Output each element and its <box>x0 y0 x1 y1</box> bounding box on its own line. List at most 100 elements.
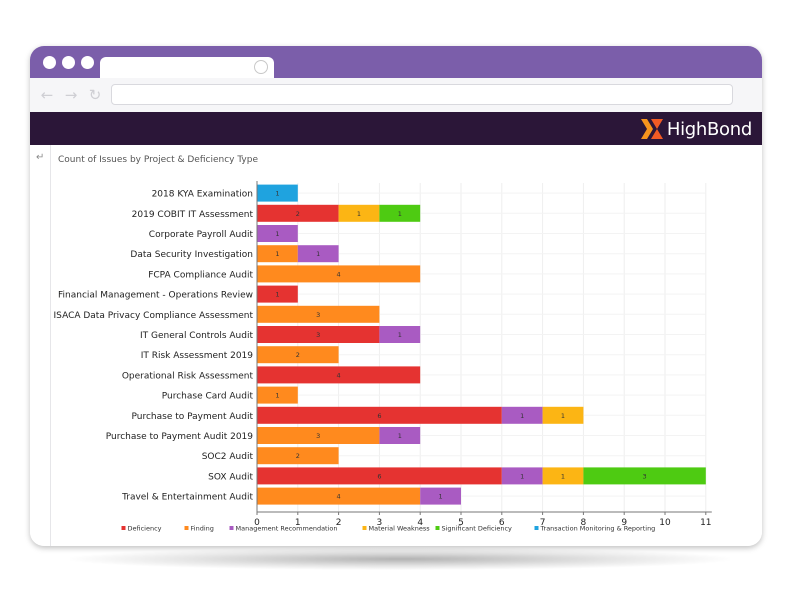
bar-data-label: 1 <box>520 472 524 480</box>
bar-segment[interactable] <box>583 467 706 485</box>
legend-label[interactable]: Material Weakness <box>369 525 431 533</box>
x-tick-label: 8 <box>581 518 587 528</box>
bar-data-label: 3 <box>316 331 320 339</box>
bar-segment[interactable] <box>501 467 543 485</box>
bar-data-label: 1 <box>398 331 402 339</box>
category-label: 2018 KYA Examination <box>152 190 253 200</box>
navigation-bar: ← → ↻ <box>30 78 762 113</box>
bar-data-label: 2 <box>296 351 300 359</box>
bar-data-label: 4 <box>337 493 341 501</box>
address-bar[interactable] <box>111 84 733 105</box>
bar-segment[interactable] <box>420 487 461 505</box>
bar-segment[interactable] <box>297 245 339 263</box>
legend-swatch <box>229 526 234 530</box>
bar-segment[interactable] <box>257 467 502 485</box>
window-close-dot[interactable] <box>43 56 56 69</box>
category-label: Purchase to Payment Audit <box>132 412 254 422</box>
legend-label[interactable]: Finding <box>191 525 214 533</box>
bar-segment[interactable] <box>257 225 298 242</box>
window-maximize-dot[interactable] <box>81 56 94 69</box>
browser-tab[interactable] <box>100 57 274 78</box>
bar-segment[interactable] <box>257 245 298 263</box>
bar-segment[interactable] <box>379 204 421 222</box>
bar-data-label: 1 <box>561 472 565 480</box>
bar-segment[interactable] <box>257 406 502 424</box>
browser-window: ← → ↻ HighBond ↵ Count of Issues by Proj… <box>30 46 762 546</box>
x-tick-label: 5 <box>458 518 464 528</box>
bar-data-label: 1 <box>275 392 279 400</box>
bar-segment[interactable] <box>379 326 421 343</box>
legend-swatch <box>121 526 126 530</box>
chart-axes: 2018 KYA Examination 2019 COBIT IT Assess… <box>54 181 712 528</box>
bar-data-label: 1 <box>520 412 524 420</box>
category-label: Corporate Payroll Audit <box>149 230 254 240</box>
category-label: SOX Audit <box>208 472 253 482</box>
category-label: FCPA Compliance Audit <box>148 270 253 280</box>
bar-segment[interactable] <box>257 366 421 384</box>
sidebar-expand-icon[interactable]: ↵ <box>36 152 45 163</box>
highbond-logo-icon <box>640 119 663 139</box>
bar-segment[interactable] <box>257 265 421 283</box>
bar-data-label: 4 <box>337 371 341 379</box>
bar-segment[interactable] <box>257 447 339 465</box>
x-tick-label: 4 <box>417 518 423 528</box>
refresh-icon[interactable]: ↻ <box>88 86 102 104</box>
bar-data-label: 1 <box>275 190 279 198</box>
brand-name: HighBond <box>666 118 752 140</box>
bar-data-label: 1 <box>398 432 402 440</box>
bar-data-label: 2 <box>296 210 300 218</box>
bar-segment[interactable] <box>338 204 380 222</box>
back-arrow-icon[interactable]: ← <box>40 86 54 104</box>
bar-segment[interactable] <box>542 406 584 424</box>
legend-label[interactable]: Management Recommendation <box>236 525 338 533</box>
bar-segment[interactable] <box>257 386 298 404</box>
bar-segment[interactable] <box>257 184 298 202</box>
chart-title: Count of Issues by Project & Deficiency … <box>58 155 259 165</box>
window-minimize-dot[interactable] <box>62 56 75 69</box>
collapsed-sidebar: ↵ <box>30 145 51 546</box>
legend-label[interactable]: Significant Deficiency <box>442 525 513 533</box>
bar-segment[interactable] <box>257 346 339 364</box>
legend-swatch <box>435 526 440 530</box>
chart-legend: Deficiency Finding Management Recommendati… <box>121 525 656 533</box>
bar-segment[interactable] <box>257 285 298 303</box>
category-label: Purchase to Payment Audit 2019 <box>106 432 254 442</box>
bar-data-label: 1 <box>357 210 361 218</box>
category-label: Financial Management - Operations Review <box>58 291 253 301</box>
bar-segment[interactable] <box>257 427 380 444</box>
app-header: HighBond <box>30 112 762 145</box>
bar-segment[interactable] <box>257 305 380 323</box>
x-tick-label: 0 <box>254 518 260 528</box>
category-label: IT Risk Assessment 2019 <box>141 351 254 361</box>
bar-segment[interactable] <box>257 204 339 222</box>
category-label: IT General Controls Audit <box>140 331 253 341</box>
legend-label[interactable]: Transaction Monitoring & Reporting <box>540 525 656 533</box>
main-content: ↵ Count of Issues by Project & Deficienc… <box>30 145 762 546</box>
brand-logo[interactable]: HighBond <box>640 118 752 140</box>
legend-label[interactable]: Deficiency <box>128 525 162 533</box>
bar-segment[interactable] <box>542 467 584 485</box>
bar-data-label: 1 <box>275 230 279 238</box>
category-label: Purchase Card Audit <box>162 392 254 402</box>
bar-data-label: 3 <box>316 432 320 440</box>
category-label: Travel & Entertainment Audit <box>121 493 253 503</box>
x-tick-label: 2 <box>336 518 342 528</box>
window-shadow <box>70 548 730 570</box>
x-tick-label: 10 <box>659 518 671 528</box>
bar-data-label: 1 <box>316 250 320 258</box>
bar-segment[interactable] <box>379 427 421 444</box>
forward-arrow-icon[interactable]: → <box>64 86 78 104</box>
bar-segment[interactable] <box>257 487 421 505</box>
bar-data-label: 4 <box>337 270 341 278</box>
bar-data-label: 2 <box>296 452 300 460</box>
title-bar <box>30 46 762 78</box>
bar-segment[interactable] <box>257 326 380 343</box>
x-tick-label: 1 <box>295 518 301 528</box>
category-label: 2019 COBIT IT Assessment <box>132 210 254 220</box>
category-label: Operational Risk Assessment <box>122 371 254 381</box>
bar-segment[interactable] <box>501 406 543 424</box>
bar-data-label: 1 <box>275 291 279 299</box>
category-label: SOC2 Audit <box>202 452 254 462</box>
